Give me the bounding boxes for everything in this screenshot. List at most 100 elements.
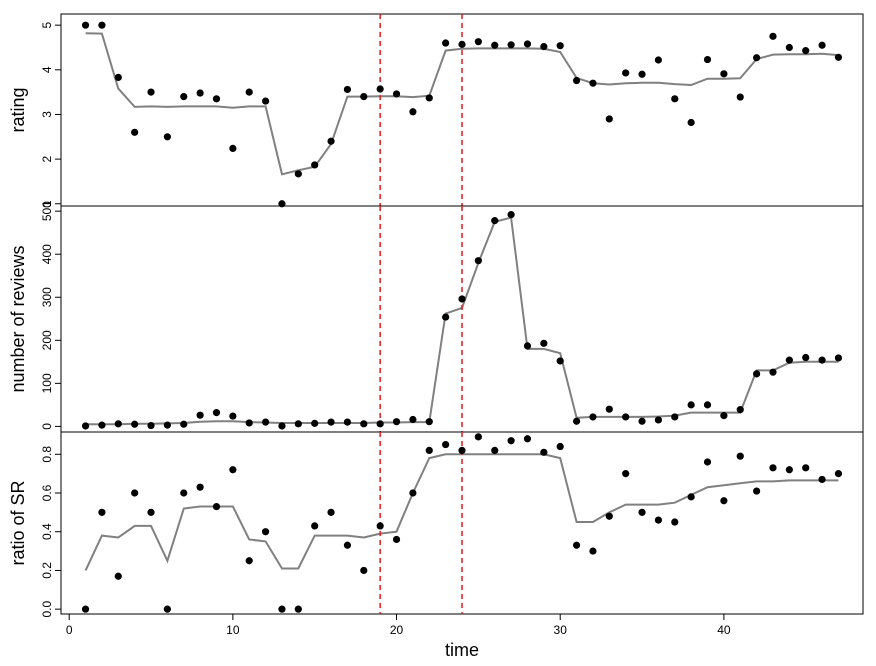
- data-point: [376, 85, 384, 93]
- data-point: [409, 415, 417, 424]
- data-point: [736, 406, 744, 414]
- data-point: [474, 38, 482, 46]
- data-point: [802, 464, 810, 472]
- data-point: [572, 76, 581, 85]
- data-point: [474, 433, 482, 441]
- data-point: [376, 522, 384, 530]
- data-point: [638, 417, 646, 425]
- data-point: [802, 47, 810, 55]
- data-point: [605, 405, 613, 413]
- data-point: [212, 502, 221, 511]
- data-point: [114, 73, 122, 82]
- y-tick-label: 300: [40, 287, 54, 307]
- data-point: [180, 93, 188, 101]
- data-point: [392, 418, 401, 426]
- data-point: [802, 353, 810, 362]
- data-point: [638, 508, 646, 516]
- data-point: [638, 70, 646, 78]
- data-point: [294, 420, 302, 428]
- data-point: [409, 108, 417, 116]
- y-tick-label: 0.6: [40, 484, 54, 501]
- data-point: [589, 413, 597, 421]
- data-point: [785, 43, 793, 52]
- data-point: [572, 417, 581, 425]
- y-tick-label: 400: [40, 244, 54, 264]
- data-point: [261, 418, 270, 426]
- data-point: [229, 144, 237, 152]
- data-point: [196, 89, 204, 97]
- data-point: [81, 605, 90, 613]
- data-point: [98, 421, 106, 429]
- data-point: [720, 412, 728, 420]
- data-point: [261, 528, 270, 536]
- data-point: [654, 516, 663, 524]
- data-point: [442, 440, 450, 449]
- data-point: [98, 508, 106, 516]
- data-point: [327, 137, 335, 145]
- data-point: [229, 412, 237, 420]
- y-tick-label: 5: [40, 22, 54, 29]
- data-point: [180, 489, 188, 497]
- data-point: [98, 21, 106, 29]
- data-point: [703, 55, 712, 64]
- data-point: [491, 217, 499, 225]
- data-point: [556, 357, 564, 365]
- data-point: [818, 41, 826, 49]
- y-tick-label: 0.8: [40, 446, 54, 463]
- x-tick-label: 0: [66, 623, 73, 637]
- data-point: [442, 313, 450, 321]
- data-point: [147, 421, 155, 430]
- data-point: [769, 368, 777, 376]
- y-tick-label: 4: [40, 66, 54, 73]
- data-point: [131, 489, 139, 497]
- data-point: [622, 413, 630, 421]
- data-point: [360, 566, 368, 575]
- data-point: [212, 409, 221, 417]
- data-point: [458, 295, 466, 303]
- data-point: [343, 541, 352, 549]
- x-axis-label: time: [445, 640, 479, 660]
- data-point: [671, 518, 679, 526]
- x-tick-label: 40: [717, 623, 731, 637]
- data-point: [818, 475, 826, 484]
- data-point: [163, 133, 171, 141]
- smooth-line: [85, 216, 839, 426]
- data-point: [507, 211, 515, 219]
- data-point: [163, 421, 171, 429]
- data-point: [409, 489, 417, 497]
- data-point: [834, 53, 843, 61]
- data-point: [736, 452, 744, 460]
- data-point: [687, 118, 695, 127]
- data-point: [687, 493, 695, 501]
- data-point: [147, 508, 155, 516]
- data-point: [491, 446, 499, 454]
- y-tick-label: 200: [40, 330, 54, 350]
- data-point: [81, 422, 90, 430]
- y-axis-label: ratio of SR: [8, 480, 28, 565]
- data-point: [523, 435, 532, 443]
- data-point: [278, 605, 286, 613]
- data-point: [753, 370, 761, 378]
- data-point: [360, 93, 368, 101]
- data-point: [605, 115, 613, 123]
- y-tick-label: 0.2: [40, 562, 54, 579]
- data-point: [703, 458, 712, 466]
- data-point: [540, 42, 548, 51]
- x-tick-label: 10: [226, 623, 240, 637]
- data-point: [556, 442, 564, 451]
- data-point: [605, 512, 613, 520]
- reviews-panel: 0 100 200 300 400 500 number of reviews: [8, 201, 864, 433]
- data-point: [654, 56, 663, 64]
- data-point: [785, 356, 793, 364]
- data-point: [769, 464, 777, 472]
- data-point: [523, 342, 532, 350]
- data-point: [229, 466, 237, 474]
- data-point: [278, 422, 286, 430]
- data-point: [343, 418, 352, 426]
- y-tick-label: 0: [40, 423, 54, 430]
- data-point: [589, 79, 597, 87]
- data-point: [311, 522, 319, 530]
- y-tick-label: 0.4: [40, 523, 54, 540]
